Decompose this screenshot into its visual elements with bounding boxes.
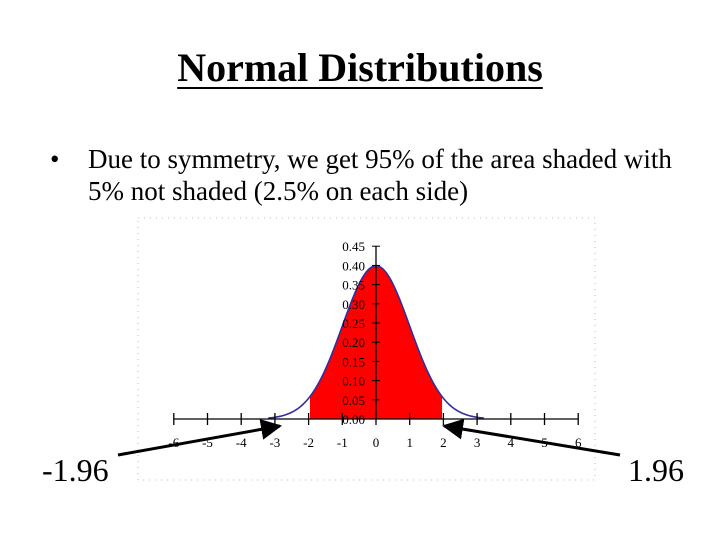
x-tick-label: 6 <box>575 435 582 450</box>
y-tick-label: 0.35 <box>342 278 365 293</box>
bullet-marker: • <box>50 144 60 174</box>
x-tick-label: 2 <box>440 435 447 450</box>
y-tick-label: 0.45 <box>342 239 365 254</box>
plot-area: -6-5-4-3-2-101234560.000.050.100.150.200… <box>168 239 582 450</box>
x-tick-label: -3 <box>269 435 280 450</box>
y-tick-label: 0.05 <box>342 393 365 408</box>
x-tick-label: -1 <box>337 435 348 450</box>
y-tick-label: 0.25 <box>342 316 365 331</box>
x-tick-label: 3 <box>474 435 481 450</box>
right-arrow <box>441 418 621 457</box>
right-critical-value-label: 1.96 <box>628 452 684 488</box>
x-tick-label: -4 <box>236 435 247 450</box>
y-tick-label: 0.15 <box>342 354 365 369</box>
pointer-arrows <box>117 418 621 457</box>
bullet-text: Due to symmetry, we get 95% of the area … <box>88 144 672 206</box>
x-tick-label: -2 <box>303 435 314 450</box>
y-tick-label: 0.20 <box>342 335 365 350</box>
slide-title: Normal Distributions <box>177 45 543 90</box>
y-tick-label: 0.00 <box>342 412 365 427</box>
y-tick-label: 0.10 <box>342 374 365 389</box>
left-critical-value-label: -1.96 <box>42 452 109 488</box>
left-arrow <box>117 418 283 457</box>
x-tick-label: 1 <box>406 435 413 450</box>
y-tick-label: 0.30 <box>342 297 365 312</box>
x-tick-label: -6 <box>168 435 179 450</box>
x-tick-label: -5 <box>202 435 213 450</box>
y-tick-label: 0.40 <box>342 258 365 273</box>
x-tick-label: 0 <box>373 435 380 450</box>
x-tick-label: 4 <box>508 435 515 450</box>
